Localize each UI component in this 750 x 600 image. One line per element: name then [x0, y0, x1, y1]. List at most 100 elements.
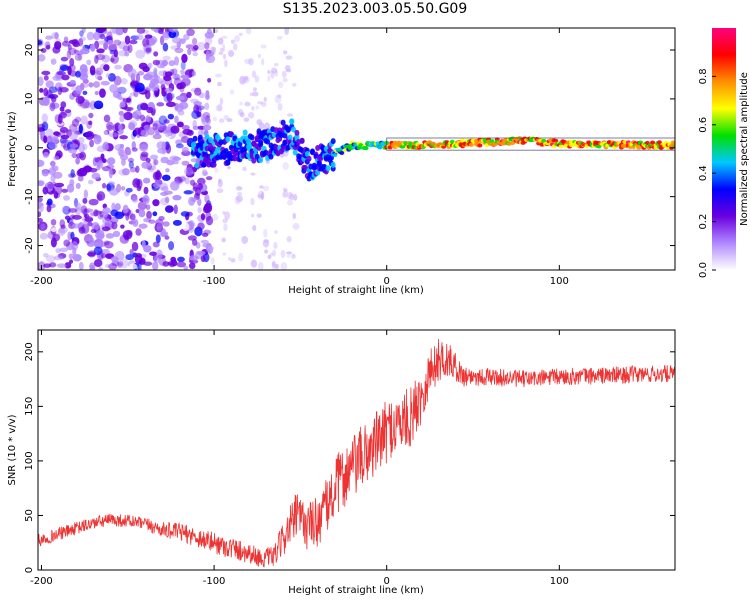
spectrogram-cell: [98, 40, 107, 44]
spectrogram-cell: [114, 76, 122, 86]
spectrogram-cell: [80, 48, 90, 54]
spectrogram-cell: [137, 179, 143, 189]
spectrogram-cell: [231, 258, 236, 262]
spectrogram-cell: [62, 41, 70, 47]
colorbar-tick-label: 0.4: [698, 165, 709, 181]
spectrogram-cell: [90, 65, 96, 74]
spectrogram-cell: [363, 146, 368, 150]
spectrogram-cell: [174, 116, 179, 124]
spectrogram-cell: [215, 73, 222, 77]
spectrogram-cell: [218, 38, 223, 45]
spectrogram-cell: [251, 259, 257, 267]
x-tick-label: -200: [30, 576, 53, 587]
spectrogram-cell: [60, 101, 66, 108]
spectrogram-cell: [120, 144, 124, 148]
spectrogram-cell: [250, 198, 254, 205]
spectrogram-cell: [53, 131, 60, 136]
spectrogram-cell: [135, 50, 145, 59]
spectrogram-cell: [42, 97, 49, 106]
snr-series-line: [38, 339, 675, 567]
spectrogram-cell: [75, 54, 82, 61]
spectrogram-cell: [39, 88, 43, 93]
spectrogram-cell: [51, 58, 57, 64]
spectrogram-cell: [84, 189, 88, 198]
spectrogram-cell: [193, 136, 198, 142]
spectrogram-cell: [163, 125, 167, 134]
spectrogram-cell: [110, 58, 115, 63]
spectrogram-cell: [184, 177, 189, 184]
spectrogram-cell: [151, 84, 159, 91]
spectrogram-cell: [172, 195, 181, 200]
spectrogram-cell: [168, 114, 174, 120]
spectrogram-cell: [153, 60, 160, 65]
spectrogram-cell: [88, 121, 92, 126]
spectrogram-cell: [264, 97, 267, 102]
spectrogram-cell: [50, 174, 55, 182]
spectrogram-cell: [192, 71, 196, 76]
spectrogram-cell: [89, 199, 99, 206]
spectrogram-cell: [218, 179, 221, 184]
spectrogram-x-label: Height of straight line (km): [288, 285, 424, 296]
spectrogram-cell: [163, 221, 170, 226]
spectrogram-cell: [128, 68, 137, 78]
spectrogram-cell: [170, 126, 179, 134]
spectrogram-cell: [278, 82, 284, 88]
spectrogram-cell: [274, 63, 279, 67]
colorbar-tick-label: 0.0: [698, 262, 709, 278]
spectrogram-cell: [45, 41, 51, 49]
spectrogram-cell: [43, 152, 49, 158]
spectrogram-cell: [239, 33, 243, 36]
spectrogram-cell: [132, 111, 137, 118]
spectrogram-cell: [227, 166, 231, 169]
spectrogram-cell: [96, 48, 104, 53]
spectrogram-cell: [92, 173, 101, 180]
spectrogram-cell: [126, 98, 131, 103]
spectrogram-cell: [94, 259, 103, 267]
spectrogram-cell: [181, 211, 190, 217]
spectrogram-cell: [95, 91, 99, 95]
spectrogram-cell: [255, 105, 259, 109]
spectrogram-cell: [174, 104, 184, 112]
spectrogram-cell: [107, 157, 115, 165]
spectrogram-cell: [53, 156, 59, 160]
spectrogram-cell: [42, 170, 49, 177]
spectrogram-cell: [201, 116, 211, 126]
spectrogram-cell: [86, 59, 91, 65]
spectrogram-cell: [127, 150, 131, 155]
spectrogram-cell: [286, 55, 293, 59]
spectrogram-cell: [97, 25, 107, 32]
spectrogram-cell: [278, 103, 283, 111]
spectrogram-cell: [136, 34, 143, 40]
spectrogram-cell: [208, 246, 215, 251]
spectrogram-cell: [157, 222, 163, 231]
spectrogram-cell: [174, 78, 182, 86]
spectrogram-cell: [212, 214, 219, 221]
spectrogram-cell: [204, 204, 210, 212]
spectrogram-cell: [134, 127, 141, 134]
spectrogram-cell: [117, 261, 124, 266]
spectrogram-cell: [88, 237, 94, 243]
spectrogram-cell: [177, 122, 184, 128]
spectrogram-cell: [165, 88, 173, 93]
spectrogram-cell: [207, 78, 211, 83]
spectrogram-cell: [257, 194, 263, 198]
spectrogram-cell: [154, 159, 159, 165]
spectrogram-cell: [104, 241, 113, 248]
spectrogram-cell: [38, 76, 44, 86]
spectrogram-cell: [161, 186, 168, 191]
spectrogram-cell: [261, 44, 267, 48]
spectrogram-cell: [37, 54, 45, 62]
spectrogram-cell: [62, 206, 69, 214]
spectrogram-cell: [184, 167, 193, 175]
spectrogram-cell: [130, 80, 139, 88]
spectrogram-cell: [156, 169, 161, 178]
spectrogram-cell: [213, 29, 218, 33]
spectrogram-cell: [223, 224, 228, 231]
spectrogram-cell: [84, 208, 93, 212]
spectrogram-cell: [477, 143, 482, 147]
spectrogram-cell: [117, 87, 122, 92]
spectrogram-cell: [82, 91, 87, 95]
spectrogram-cell: [282, 162, 288, 170]
spectrogram-cell: [271, 68, 277, 74]
spectrogram-cell: [44, 75, 49, 81]
